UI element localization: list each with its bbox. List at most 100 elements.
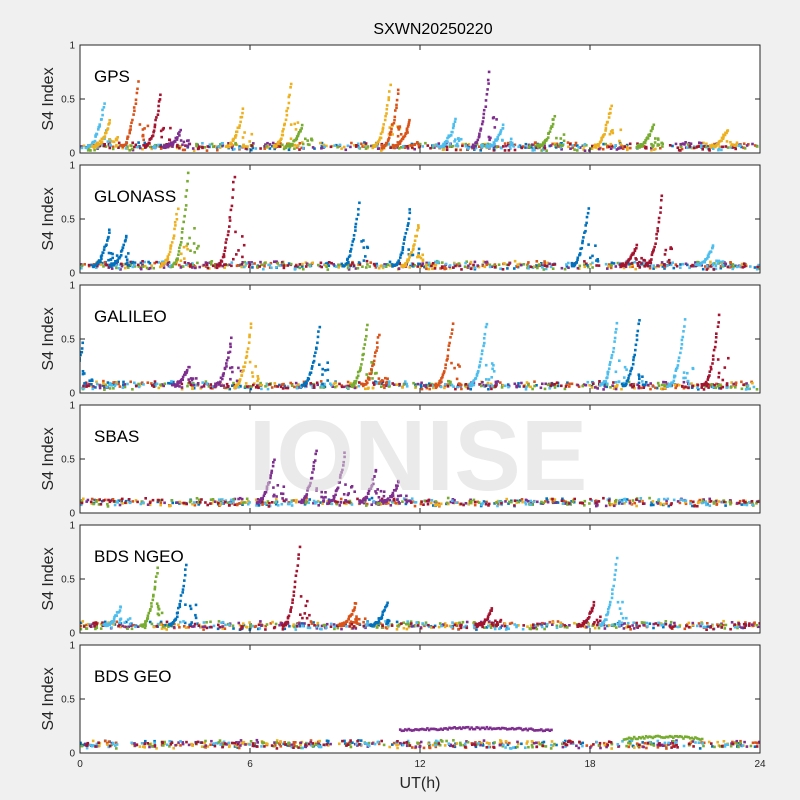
data-point (288, 145, 292, 149)
data-point (282, 147, 286, 151)
data-point (652, 248, 655, 251)
constellation-label: GLONASS (94, 187, 176, 206)
data-point (599, 140, 602, 143)
data-point (413, 501, 416, 504)
data-point (281, 143, 284, 147)
data-point (370, 503, 373, 506)
data-point (358, 201, 361, 205)
data-point (508, 500, 511, 504)
data-point (496, 135, 499, 139)
data-point (513, 267, 516, 270)
data-point (731, 267, 734, 271)
data-point (153, 261, 156, 265)
data-point (82, 497, 85, 501)
data-point (417, 247, 421, 251)
data-point (488, 620, 491, 623)
data-point (726, 129, 730, 132)
data-point (751, 503, 754, 507)
data-point (747, 500, 751, 504)
data-point (651, 127, 654, 131)
data-point (96, 264, 99, 268)
data-point (320, 624, 324, 628)
data-point (127, 252, 130, 255)
data-point (469, 260, 473, 264)
data-point (522, 263, 526, 266)
data-point (384, 502, 388, 505)
data-point (493, 266, 497, 269)
data-point (123, 383, 127, 386)
data-point (377, 500, 381, 504)
data-point (330, 502, 334, 506)
data-point (352, 234, 356, 237)
data-point (508, 261, 512, 265)
data-point (513, 623, 516, 626)
data-point (264, 490, 268, 494)
data-point (402, 621, 405, 624)
data-point (401, 145, 405, 148)
data-point (414, 384, 418, 388)
data-point (104, 384, 108, 388)
data-point (551, 267, 555, 270)
data-point (307, 377, 311, 381)
data-point (726, 146, 730, 149)
data-point (505, 263, 509, 267)
data-point (124, 501, 127, 505)
data-point (475, 140, 478, 144)
data-point (320, 265, 323, 269)
data-point (346, 144, 350, 148)
data-point (729, 502, 732, 506)
data-point (333, 385, 337, 389)
data-point (404, 261, 408, 265)
data-point (297, 131, 301, 134)
data-point (644, 381, 648, 384)
data-point (635, 498, 638, 501)
data-point (472, 263, 475, 267)
data-point (365, 504, 368, 507)
data-point (513, 504, 516, 507)
data-point (332, 623, 336, 626)
data-point (351, 262, 354, 265)
data-point (159, 93, 162, 97)
data-point (138, 384, 142, 387)
data-point (188, 500, 192, 504)
data-point (692, 384, 696, 387)
data-point (374, 351, 377, 354)
data-point (369, 372, 373, 376)
data-point (260, 623, 263, 627)
data-point (99, 622, 103, 626)
data-point (485, 143, 489, 147)
data-point (520, 381, 523, 385)
data-point (610, 264, 613, 267)
data-point (594, 146, 598, 149)
data-point (111, 498, 115, 501)
data-point (570, 500, 573, 503)
data-point (95, 624, 98, 628)
data-point (262, 267, 265, 271)
data-point (480, 503, 483, 507)
data-point (387, 138, 390, 141)
data-point (722, 619, 725, 623)
data-point (577, 146, 580, 149)
data-point (451, 126, 455, 130)
data-point (419, 256, 423, 260)
data-point (111, 145, 115, 149)
data-point (266, 483, 270, 486)
data-point (254, 365, 257, 368)
data-point (311, 361, 315, 364)
data-point (662, 263, 666, 266)
data-point (85, 385, 88, 388)
data-point (404, 232, 408, 235)
data-point (316, 383, 319, 387)
data-point (109, 139, 112, 143)
data-point (117, 382, 120, 386)
data-point (468, 382, 472, 386)
data-point (182, 620, 185, 623)
data-point (683, 325, 686, 328)
data-point (405, 127, 409, 130)
data-point (394, 383, 397, 386)
data-point (102, 499, 105, 502)
data-point (651, 125, 654, 129)
data-point (232, 627, 235, 630)
data-point (486, 78, 490, 82)
data-point (466, 387, 470, 390)
